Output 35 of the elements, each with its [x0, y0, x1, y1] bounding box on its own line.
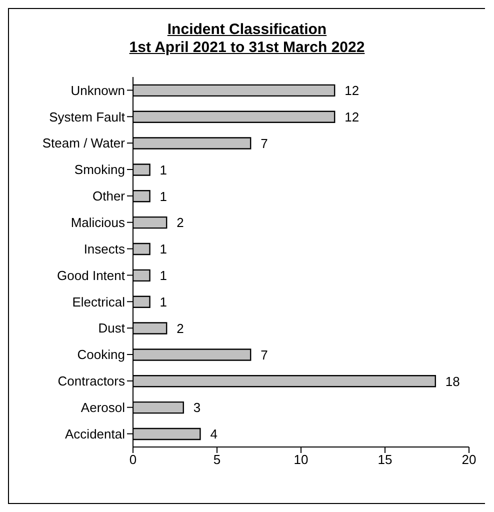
x-tick-label: 0 [129, 452, 137, 468]
data-label: 1 [160, 294, 168, 310]
data-label: 7 [260, 136, 268, 151]
y-tick-label: Insects [84, 241, 126, 256]
y-tick-label: Steam / Water [42, 136, 126, 151]
y-tick-label: Dust [98, 320, 126, 336]
y-tick-label: Cooking [77, 347, 125, 362]
x-tick-label: 5 [213, 452, 221, 468]
data-label: 1 [160, 162, 168, 178]
y-tick-label: Electrical [72, 294, 126, 310]
x-tick-label: 20 [462, 452, 476, 468]
y-tick-label: Aerosol [80, 400, 126, 415]
data-label: 1 [160, 242, 168, 257]
data-label: 12 [344, 83, 360, 98]
y-tick-label: Smoking [74, 162, 125, 178]
data-label: 4 [210, 426, 218, 442]
data-label: 1 [160, 188, 168, 204]
chart-title: Incident Classification [166, 21, 328, 39]
y-tick-label: Good Intent [57, 268, 126, 283]
data-label: 2 [176, 320, 184, 336]
chart-subtitle: 1st April 2021 to 31st March 2022 [128, 39, 366, 57]
y-tick-label: System Fault [49, 109, 126, 124]
x-tick-label: 10 [294, 452, 308, 468]
data-label: 3 [193, 400, 201, 416]
y-tick-label: Unknown [70, 82, 125, 98]
y-tick-label: Accidental [65, 426, 126, 442]
data-label: 18 [445, 374, 460, 389]
x-tick-label: 15 [378, 452, 392, 468]
data-label: 1 [160, 268, 168, 284]
y-tick-label: Malicious [70, 214, 126, 230]
data-label: 2 [176, 215, 184, 230]
data-label: 12 [344, 109, 360, 124]
y-tick-label: Other [92, 188, 126, 204]
y-tick-label: Contractors [58, 374, 126, 389]
data-label: 7 [260, 347, 268, 362]
